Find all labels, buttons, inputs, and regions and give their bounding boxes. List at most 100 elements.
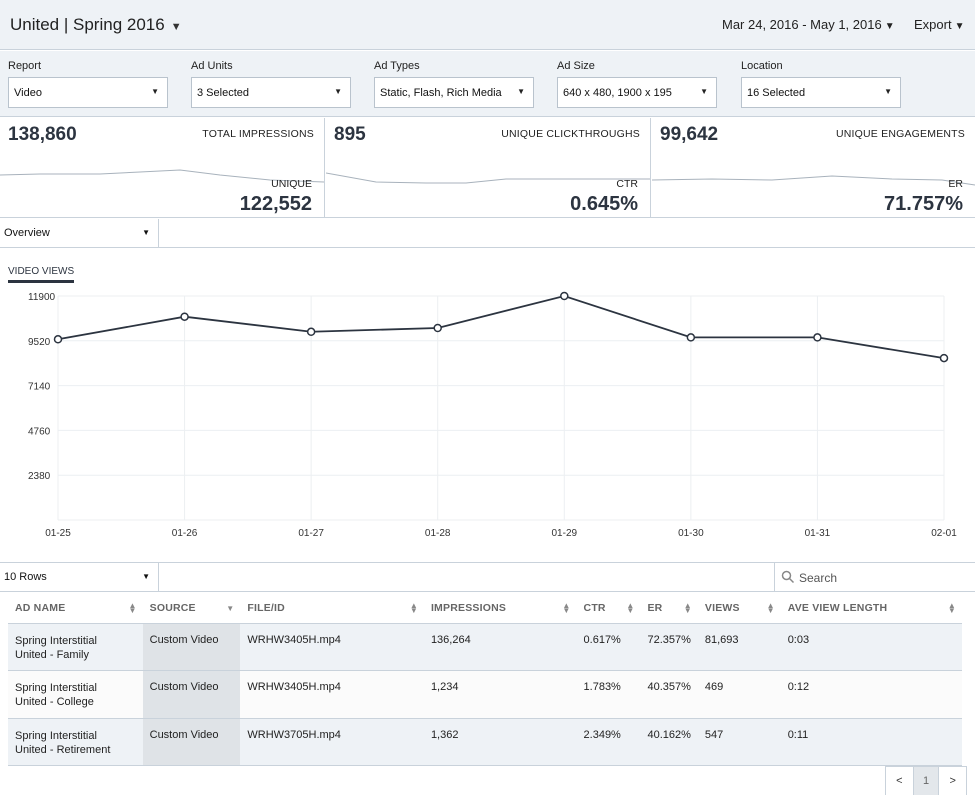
column-header-label: SOURCE xyxy=(149,602,196,615)
cell-file-id: WRHW3705H.mp4 xyxy=(240,718,424,766)
column-header-label: VIEWS xyxy=(704,602,740,615)
sort-icon: ▲ ▼ xyxy=(562,601,571,615)
export-button[interactable]: Export ▼ xyxy=(914,17,964,32)
column-header-source[interactable]: SOURCE ▼ xyxy=(142,594,241,624)
filter-ad-units: Ad Units 3 Selected ▼ xyxy=(191,60,351,108)
filter-report: Report Video ▼ xyxy=(8,60,168,108)
search-input[interactable] xyxy=(799,569,969,587)
cell-er: 40.162% xyxy=(640,718,698,766)
metric-label: TOTAL IMPRESSIONS xyxy=(202,128,314,140)
sparkline xyxy=(652,175,975,186)
rows-per-page-select[interactable]: 10 Rows ▼ xyxy=(0,563,159,592)
cell-views: 81,693 xyxy=(697,623,781,671)
filter-location: Location 16 Selected ▼ xyxy=(741,60,901,108)
column-header-ave-view-length[interactable]: AVE VIEW LENGTH ▲ ▼ xyxy=(780,594,962,624)
export-label: Export xyxy=(914,17,952,32)
x-tick-label: 01-29 xyxy=(551,528,577,539)
sparkline xyxy=(0,169,324,183)
cell-impressions: 136,264 xyxy=(423,623,577,671)
filter-label: Report xyxy=(8,60,42,72)
metrics-row: 138,860 TOTAL IMPRESSIONS UNIQUE 122,552… xyxy=(0,118,975,218)
sort-icon: ▲ ▼ xyxy=(409,601,418,615)
pagination: < 1 > xyxy=(885,766,967,795)
ad-size-select[interactable]: 640 x 480, 1900 x 195 ▼ xyxy=(557,77,717,108)
y-tick-label: 11900 xyxy=(28,292,56,303)
column-header-views[interactable]: VIEWS ▲ ▼ xyxy=(697,594,781,624)
view-select-value: Overview xyxy=(4,227,50,239)
report-select-value: Video xyxy=(14,87,42,99)
ad-units-select[interactable]: 3 Selected ▼ xyxy=(191,77,351,108)
cell-ad-name: Spring Interstitial United - College xyxy=(8,670,143,719)
caret-down-icon: ▼ xyxy=(954,21,965,32)
data-point xyxy=(306,327,316,337)
sort-icon: ▲ ▼ xyxy=(626,601,635,615)
metric-sub-value: 71.757% xyxy=(884,193,963,215)
report-select[interactable]: Video ▼ xyxy=(8,77,168,108)
ad-name-line: United - College xyxy=(15,696,94,708)
column-header-impressions[interactable]: IMPRESSIONS ▲ ▼ xyxy=(423,594,577,624)
cell-impressions: 1,234 xyxy=(423,670,577,719)
filter-bar: Report Video ▼ Ad Units 3 Selected ▼ Ad Ty… xyxy=(0,51,975,117)
data-point xyxy=(53,335,63,344)
view-select[interactable]: Overview ▼ xyxy=(0,219,159,247)
dropdown-arrow-icon: ▼ xyxy=(517,87,525,96)
table-row[interactable]: Spring Interstitial United - College Cust… xyxy=(8,670,962,719)
filter-label: Ad Types xyxy=(374,60,420,72)
campaign-title-dropdown[interactable]: United | Spring 2016 ▼ xyxy=(10,15,182,35)
table-row[interactable]: Spring Interstitial United - Family Custo… xyxy=(8,623,962,671)
cell-ad-name: Spring Interstitial United - Family xyxy=(8,623,143,671)
dropdown-arrow-icon: ▼ xyxy=(142,228,150,237)
cell-impressions: 1,362 xyxy=(423,718,577,766)
ad-types-select[interactable]: Static, Flash, Rich Media ▼ xyxy=(374,77,534,108)
x-tick-label: 01-28 xyxy=(425,528,451,539)
search-icon xyxy=(781,570,795,584)
table-row[interactable]: Spring Interstitial United - Retirement C… xyxy=(8,718,962,766)
cell-source: Custom Video xyxy=(142,670,241,719)
y-tick-label: 9520 xyxy=(28,337,51,348)
data-point xyxy=(813,333,822,342)
sort-icon: ▲ ▼ xyxy=(128,601,137,615)
location-select-value: 16 Selected xyxy=(747,87,806,99)
campaign-title: United | Spring 2016 xyxy=(10,15,165,34)
column-header-label: FILE/ID xyxy=(247,602,285,615)
next-page-button[interactable]: > xyxy=(949,775,956,787)
rows-select-value: 10 Rows xyxy=(4,571,47,583)
cell-ave-view-length: 0:12 xyxy=(780,670,962,719)
location-select[interactable]: 16 Selected ▼ xyxy=(741,77,901,108)
column-header-er[interactable]: ER ▲ ▼ xyxy=(640,594,698,624)
cell-ave-view-length: 0:03 xyxy=(780,623,962,671)
data-point xyxy=(433,323,442,333)
dropdown-arrow-icon: ▼ xyxy=(334,87,342,96)
prev-page-button[interactable]: < xyxy=(896,775,903,787)
ad-name-line: United - Retirement xyxy=(15,743,111,756)
metric-label: UNIQUE CLICKTHROUGHS xyxy=(501,128,640,140)
column-header-file-id[interactable]: FILE/ID ▲ ▼ xyxy=(240,594,424,624)
caret-down-icon: ▼ xyxy=(170,21,182,33)
metric-value: 99,642 xyxy=(660,124,719,145)
column-header-ctr[interactable]: CTR ▲ ▼ xyxy=(576,594,641,624)
filter-ad-size: Ad Size 640 x 480, 1900 x 195 ▼ xyxy=(557,60,717,108)
metric-label: UNIQUE ENGAGEMENTS xyxy=(835,128,965,140)
metric-card-clickthroughs: 895 UNIQUE CLICKTHROUGHS CTR 0.645% xyxy=(326,118,651,218)
ad-name-line: United - Family xyxy=(15,648,89,661)
metric-card-engagements: 99,642 UNIQUE ENGAGEMENTS ER 71.757% xyxy=(652,118,975,218)
column-header-ad-name[interactable]: AD NAME ▲ ▼ xyxy=(8,594,143,624)
metric-card-impressions: 138,860 TOTAL IMPRESSIONS UNIQUE 122,552 xyxy=(0,118,325,218)
cell-er: 72.357% xyxy=(640,623,698,671)
cell-er: 40.357% xyxy=(640,670,698,719)
x-tick-label: 01-31 xyxy=(805,528,831,539)
tab-video-views[interactable]: VIDEO VIEWS xyxy=(8,266,75,283)
x-tick-label: 01-25 xyxy=(45,528,71,539)
metric-value: 138,860 xyxy=(8,124,77,145)
x-tick-label: 01-27 xyxy=(298,528,324,539)
dropdown-arrow-icon: ▼ xyxy=(884,87,892,96)
date-range-picker[interactable]: Mar 24, 2016 - May 1, 2016 ▼ xyxy=(722,17,895,32)
ad-name-line: Spring Interstitial xyxy=(15,682,97,694)
cell-ctr: 0.617% xyxy=(576,623,641,671)
page-number-button[interactable]: 1 xyxy=(912,767,940,795)
cell-source: Custom Video xyxy=(142,718,241,766)
cell-ctr: 1.783% xyxy=(576,670,641,719)
sort-desc-icon: ▼ xyxy=(226,604,235,613)
dropdown-arrow-icon: ▼ xyxy=(142,572,150,581)
cell-views: 469 xyxy=(697,670,781,719)
